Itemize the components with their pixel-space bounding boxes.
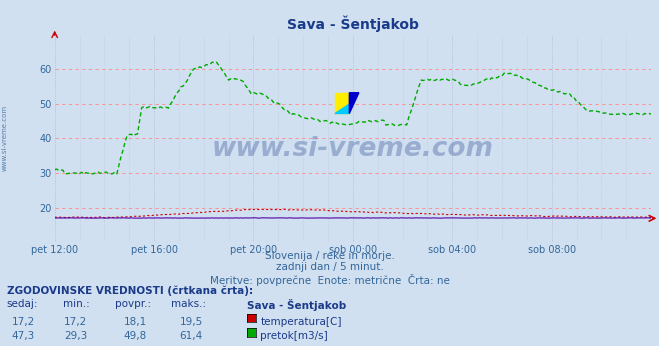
- Text: 17,2: 17,2: [64, 317, 88, 327]
- Text: sedaj:: sedaj:: [7, 299, 38, 309]
- Text: 47,3: 47,3: [11, 331, 35, 342]
- Text: 17,2: 17,2: [11, 317, 35, 327]
- Text: temperatura[C]: temperatura[C]: [260, 317, 342, 327]
- Text: 49,8: 49,8: [123, 331, 147, 342]
- Text: Sava - Šentjakob: Sava - Šentjakob: [247, 299, 347, 311]
- Text: ZGODOVINSKE VREDNOSTI (črtkana črta):: ZGODOVINSKE VREDNOSTI (črtkana črta):: [7, 285, 252, 296]
- Text: Slovenija / reke in morje.: Slovenija / reke in morje.: [264, 251, 395, 261]
- Bar: [335, 93, 349, 113]
- Text: 61,4: 61,4: [179, 331, 203, 342]
- Text: min.:: min.:: [63, 299, 90, 309]
- Text: maks.:: maks.:: [171, 299, 206, 309]
- Text: www.si-vreme.com: www.si-vreme.com: [212, 136, 494, 162]
- Text: 19,5: 19,5: [179, 317, 203, 327]
- Text: 18,1: 18,1: [123, 317, 147, 327]
- Text: www.si-vreme.com: www.si-vreme.com: [1, 105, 8, 172]
- Text: 29,3: 29,3: [64, 331, 88, 342]
- Title: Sava - Šentjakob: Sava - Šentjakob: [287, 16, 419, 32]
- Polygon shape: [335, 104, 349, 113]
- Text: pretok[m3/s]: pretok[m3/s]: [260, 331, 328, 342]
- Text: zadnji dan / 5 minut.: zadnji dan / 5 minut.: [275, 262, 384, 272]
- Polygon shape: [349, 93, 359, 113]
- Text: Meritve: povprečne  Enote: metrične  Črta: ne: Meritve: povprečne Enote: metrične Črta:…: [210, 274, 449, 286]
- Text: povpr.:: povpr.:: [115, 299, 152, 309]
